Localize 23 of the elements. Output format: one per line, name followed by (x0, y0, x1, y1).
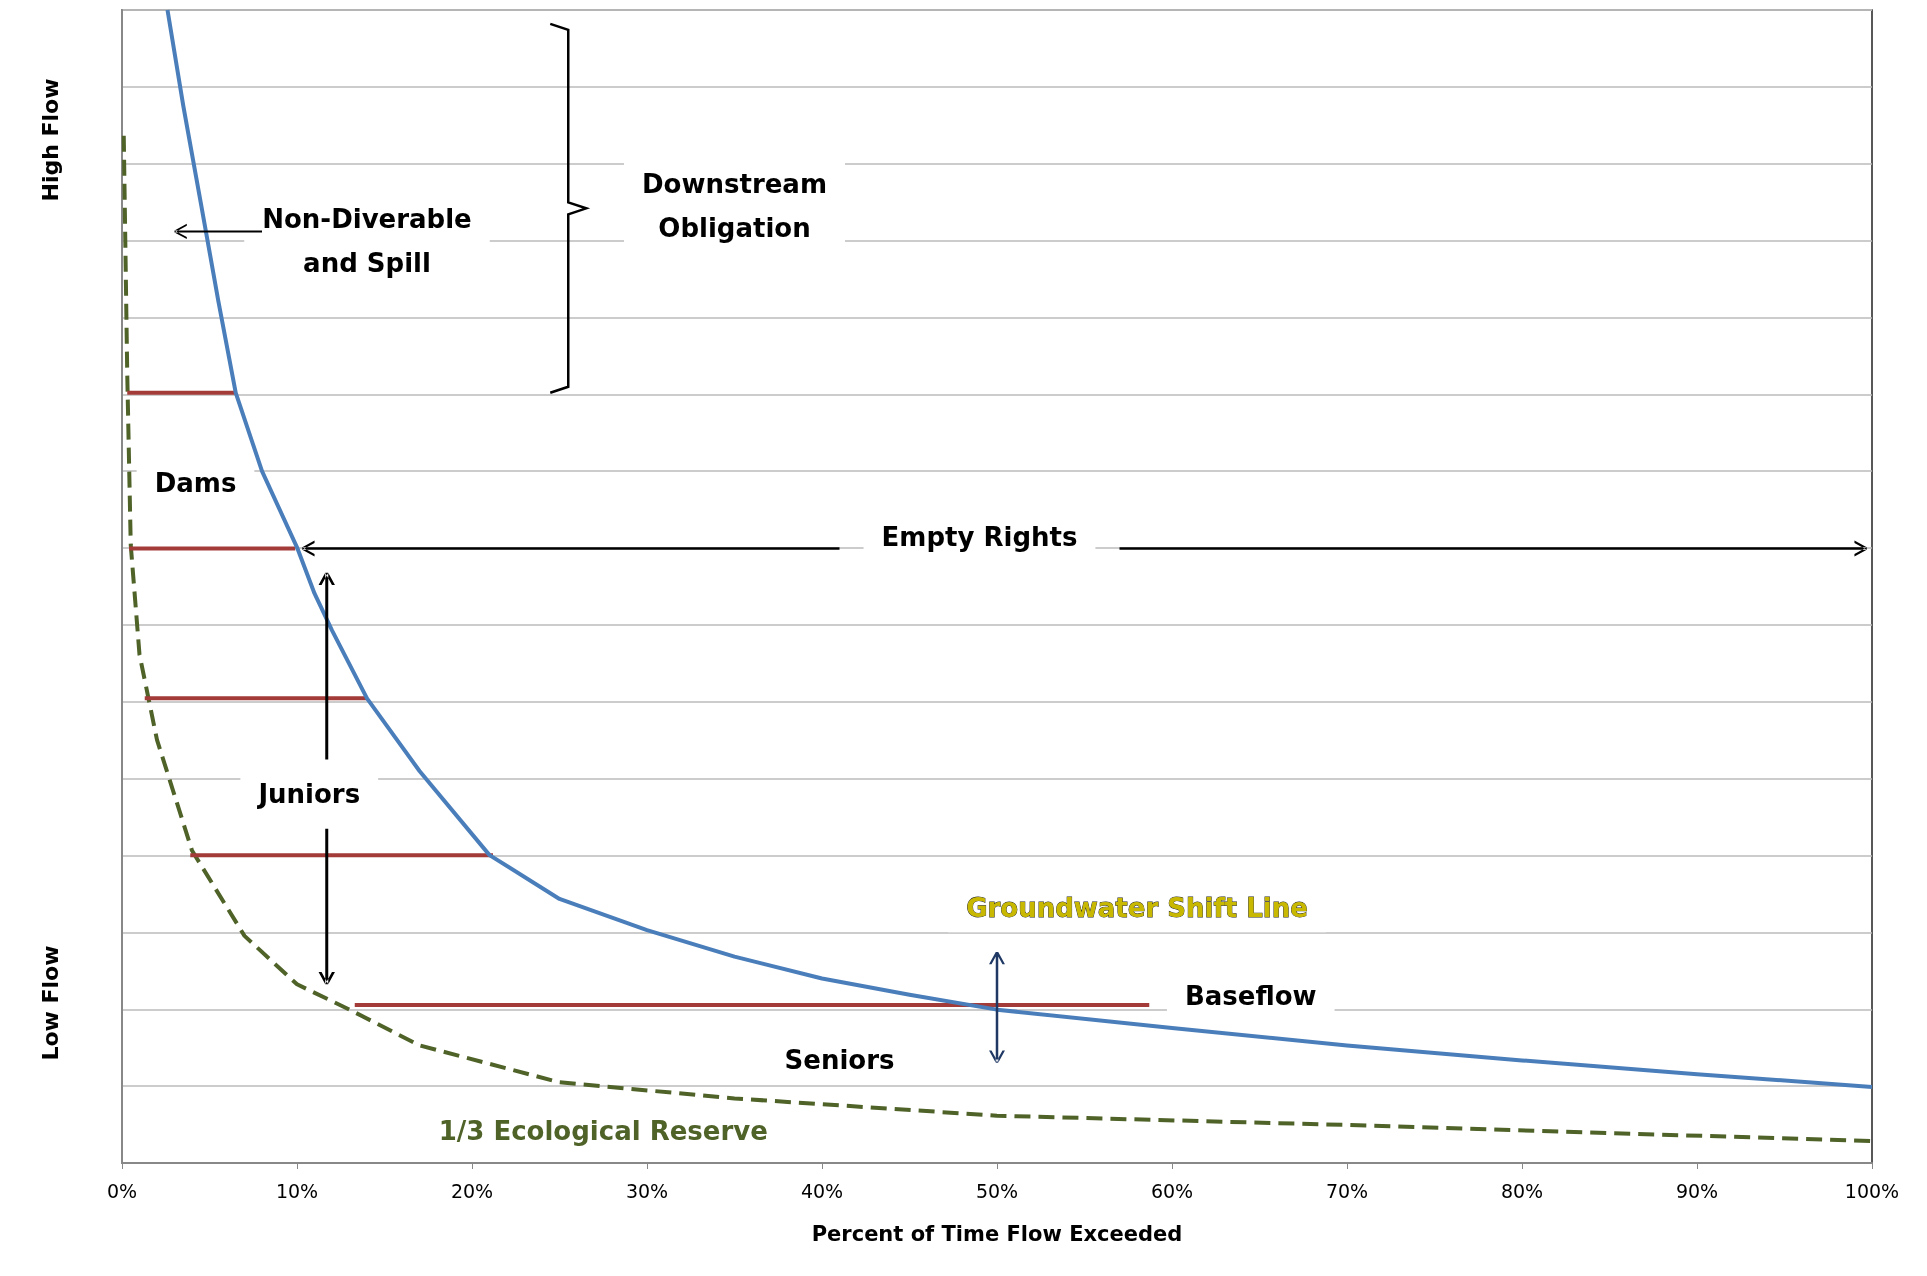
annotation: Baseflow (1184, 980, 1317, 1011)
x-tick-label: 30% (625, 1179, 669, 1202)
annotation: Non-Diverable and Spill (262, 203, 472, 278)
annotation: Seniors (784, 1045, 895, 1076)
annotation: Groundwater Shift Line (966, 893, 1308, 924)
x-tick-label: 20% (450, 1179, 494, 1202)
annotation: Downstream Obligation (642, 169, 827, 244)
text: Low Flow (37, 945, 63, 1061)
annotation: Juniors (256, 779, 361, 810)
x-axis-title: Percent of Time Flow Exceeded (811, 1221, 1183, 1246)
text: High Flow (37, 78, 63, 202)
x-tick-label: 100% (1844, 1179, 1900, 1202)
annotation: Dams (154, 467, 237, 498)
x-tick-label: 70% (1325, 1179, 1369, 1202)
x-tick-label: 80% (1500, 1179, 1544, 1202)
annotation: Empty Rights (881, 521, 1078, 552)
x-tick-label: 60% (1150, 1179, 1194, 1202)
x-tick-label: 0% (106, 1179, 138, 1202)
x-tick-label: 90% (1675, 1179, 1719, 1202)
x-tick-label: 50% (975, 1179, 1019, 1202)
x-tick-label: 10% (275, 1179, 319, 1202)
x-tick-label: 40% (800, 1179, 844, 1202)
annotation: 1/3 Ecological Reserve (438, 1115, 768, 1146)
